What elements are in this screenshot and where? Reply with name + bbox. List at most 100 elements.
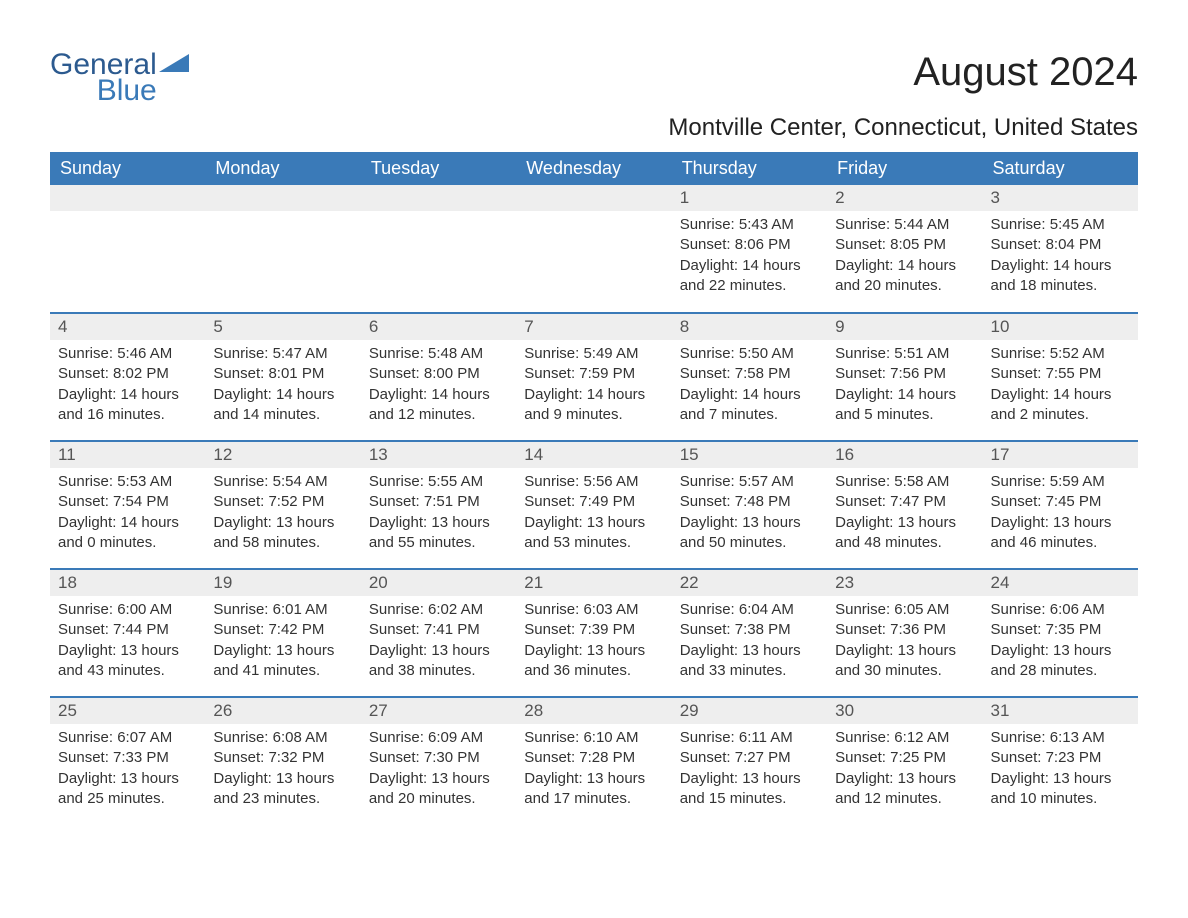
- day-number: 2: [827, 185, 982, 211]
- daylight-line-2: and 22 minutes.: [680, 276, 819, 296]
- daylight-line-1: Daylight: 13 hours: [369, 769, 508, 789]
- sunset-line: Sunset: 7:27 PM: [680, 748, 819, 768]
- calendar-week-row: 11Sunrise: 5:53 AMSunset: 7:54 PMDayligh…: [50, 441, 1138, 569]
- day-number: 21: [516, 570, 671, 596]
- calendar-body: 1Sunrise: 5:43 AMSunset: 8:06 PMDaylight…: [50, 185, 1138, 825]
- day-body: Sunrise: 6:13 AMSunset: 7:23 PMDaylight:…: [983, 724, 1138, 817]
- daylight-line-2: and 16 minutes.: [58, 405, 197, 425]
- calendar-week-row: 18Sunrise: 6:00 AMSunset: 7:44 PMDayligh…: [50, 569, 1138, 697]
- daylight-line-1: Daylight: 13 hours: [213, 769, 352, 789]
- day-number: 8: [672, 314, 827, 340]
- sunset-line: Sunset: 8:04 PM: [991, 235, 1130, 255]
- header-row: General Blue August 2024: [50, 50, 1138, 106]
- sunset-line: Sunset: 7:48 PM: [680, 492, 819, 512]
- day-body: Sunrise: 5:56 AMSunset: 7:49 PMDaylight:…: [516, 468, 671, 561]
- sunset-line: Sunset: 7:52 PM: [213, 492, 352, 512]
- sunrise-line: Sunrise: 5:47 AM: [213, 344, 352, 364]
- sunset-line: Sunset: 7:47 PM: [835, 492, 974, 512]
- calendar-day-cell: 24Sunrise: 6:06 AMSunset: 7:35 PMDayligh…: [983, 569, 1138, 697]
- sunrise-line: Sunrise: 5:53 AM: [58, 472, 197, 492]
- logo-text: General Blue: [50, 50, 157, 106]
- daylight-line-1: Daylight: 14 hours: [991, 256, 1130, 276]
- day-header: Saturday: [983, 152, 1138, 185]
- sunset-line: Sunset: 8:06 PM: [680, 235, 819, 255]
- calendar-day-cell: 1Sunrise: 5:43 AMSunset: 8:06 PMDaylight…: [672, 185, 827, 313]
- sunset-line: Sunset: 8:05 PM: [835, 235, 974, 255]
- daylight-line-1: Daylight: 14 hours: [213, 385, 352, 405]
- calendar-day-cell: 29Sunrise: 6:11 AMSunset: 7:27 PMDayligh…: [672, 697, 827, 825]
- day-number: 9: [827, 314, 982, 340]
- day-body: Sunrise: 5:57 AMSunset: 7:48 PMDaylight:…: [672, 468, 827, 561]
- day-body: Sunrise: 6:10 AMSunset: 7:28 PMDaylight:…: [516, 724, 671, 817]
- sunrise-line: Sunrise: 6:13 AM: [991, 728, 1130, 748]
- calendar-week-row: 1Sunrise: 5:43 AMSunset: 8:06 PMDaylight…: [50, 185, 1138, 313]
- day-header: Monday: [205, 152, 360, 185]
- calendar-day-cell: 12Sunrise: 5:54 AMSunset: 7:52 PMDayligh…: [205, 441, 360, 569]
- day-number: 19: [205, 570, 360, 596]
- sunset-line: Sunset: 7:56 PM: [835, 364, 974, 384]
- daylight-line-1: Daylight: 13 hours: [680, 769, 819, 789]
- daylight-line-2: and 18 minutes.: [991, 276, 1130, 296]
- day-body: Sunrise: 5:49 AMSunset: 7:59 PMDaylight:…: [516, 340, 671, 433]
- day-number: 27: [361, 698, 516, 724]
- day-number: 16: [827, 442, 982, 468]
- day-body: Sunrise: 5:50 AMSunset: 7:58 PMDaylight:…: [672, 340, 827, 433]
- day-header: Wednesday: [516, 152, 671, 185]
- calendar-day-cell: 23Sunrise: 6:05 AMSunset: 7:36 PMDayligh…: [827, 569, 982, 697]
- day-number: 15: [672, 442, 827, 468]
- day-number: 11: [50, 442, 205, 468]
- day-body: Sunrise: 6:04 AMSunset: 7:38 PMDaylight:…: [672, 596, 827, 689]
- sunset-line: Sunset: 7:23 PM: [991, 748, 1130, 768]
- title-block: August 2024: [913, 50, 1138, 101]
- daylight-line-2: and 28 minutes.: [991, 661, 1130, 681]
- daylight-line-1: Daylight: 13 hours: [991, 641, 1130, 661]
- calendar-day-cell: 2 Sunrise: 5:44 AMSunset: 8:05 PMDaylight…: [827, 185, 982, 313]
- day-body-empty: [516, 211, 671, 301]
- day-body: Sunrise: 5:45 AMSunset: 8:04 PMDaylight:…: [983, 211, 1138, 304]
- sunset-line: Sunset: 7:32 PM: [213, 748, 352, 768]
- day-header: Thursday: [672, 152, 827, 185]
- day-number: 30: [827, 698, 982, 724]
- day-number: 17: [983, 442, 1138, 468]
- daylight-line-1: Daylight: 13 hours: [524, 513, 663, 533]
- daylight-line-1: Daylight: 13 hours: [524, 769, 663, 789]
- daylight-line-1: Daylight: 14 hours: [835, 256, 974, 276]
- sunset-line: Sunset: 7:44 PM: [58, 620, 197, 640]
- day-body-empty: [205, 211, 360, 301]
- calendar-header-row: SundayMondayTuesdayWednesdayThursdayFrid…: [50, 152, 1138, 185]
- calendar-day-cell: 17Sunrise: 5:59 AMSunset: 7:45 PMDayligh…: [983, 441, 1138, 569]
- day-body: Sunrise: 6:03 AMSunset: 7:39 PMDaylight:…: [516, 596, 671, 689]
- sunset-line: Sunset: 7:30 PM: [369, 748, 508, 768]
- sunrise-line: Sunrise: 5:48 AM: [369, 344, 508, 364]
- daylight-line-2: and 14 minutes.: [213, 405, 352, 425]
- day-body: Sunrise: 6:01 AMSunset: 7:42 PMDaylight:…: [205, 596, 360, 689]
- daylight-line-2: and 9 minutes.: [524, 405, 663, 425]
- daylight-line-2: and 23 minutes.: [213, 789, 352, 809]
- calendar-day-cell: 18Sunrise: 6:00 AMSunset: 7:44 PMDayligh…: [50, 569, 205, 697]
- day-number-empty: [50, 185, 205, 211]
- daylight-line-2: and 48 minutes.: [835, 533, 974, 553]
- calendar-day-cell: 13Sunrise: 5:55 AMSunset: 7:51 PMDayligh…: [361, 441, 516, 569]
- daylight-line-2: and 2 minutes.: [991, 405, 1130, 425]
- daylight-line-2: and 10 minutes.: [991, 789, 1130, 809]
- daylight-line-1: Daylight: 14 hours: [680, 385, 819, 405]
- day-number-empty: [361, 185, 516, 211]
- day-header: Sunday: [50, 152, 205, 185]
- sunrise-line: Sunrise: 5:44 AM: [835, 215, 974, 235]
- sunrise-line: Sunrise: 5:55 AM: [369, 472, 508, 492]
- sunset-line: Sunset: 7:55 PM: [991, 364, 1130, 384]
- calendar-day-cell: 4Sunrise: 5:46 AMSunset: 8:02 PMDaylight…: [50, 313, 205, 441]
- daylight-line-2: and 43 minutes.: [58, 661, 197, 681]
- day-number: 24: [983, 570, 1138, 596]
- day-body: Sunrise: 6:11 AMSunset: 7:27 PMDaylight:…: [672, 724, 827, 817]
- day-body: Sunrise: 5:46 AMSunset: 8:02 PMDaylight:…: [50, 340, 205, 433]
- sunset-line: Sunset: 7:51 PM: [369, 492, 508, 512]
- daylight-line-1: Daylight: 13 hours: [991, 769, 1130, 789]
- daylight-line-1: Daylight: 14 hours: [680, 256, 819, 276]
- calendar-day-cell: 15Sunrise: 5:57 AMSunset: 7:48 PMDayligh…: [672, 441, 827, 569]
- day-header: Friday: [827, 152, 982, 185]
- daylight-line-1: Daylight: 14 hours: [58, 385, 197, 405]
- sunset-line: Sunset: 8:01 PM: [213, 364, 352, 384]
- calendar-day-cell: 28Sunrise: 6:10 AMSunset: 7:28 PMDayligh…: [516, 697, 671, 825]
- sunset-line: Sunset: 7:49 PM: [524, 492, 663, 512]
